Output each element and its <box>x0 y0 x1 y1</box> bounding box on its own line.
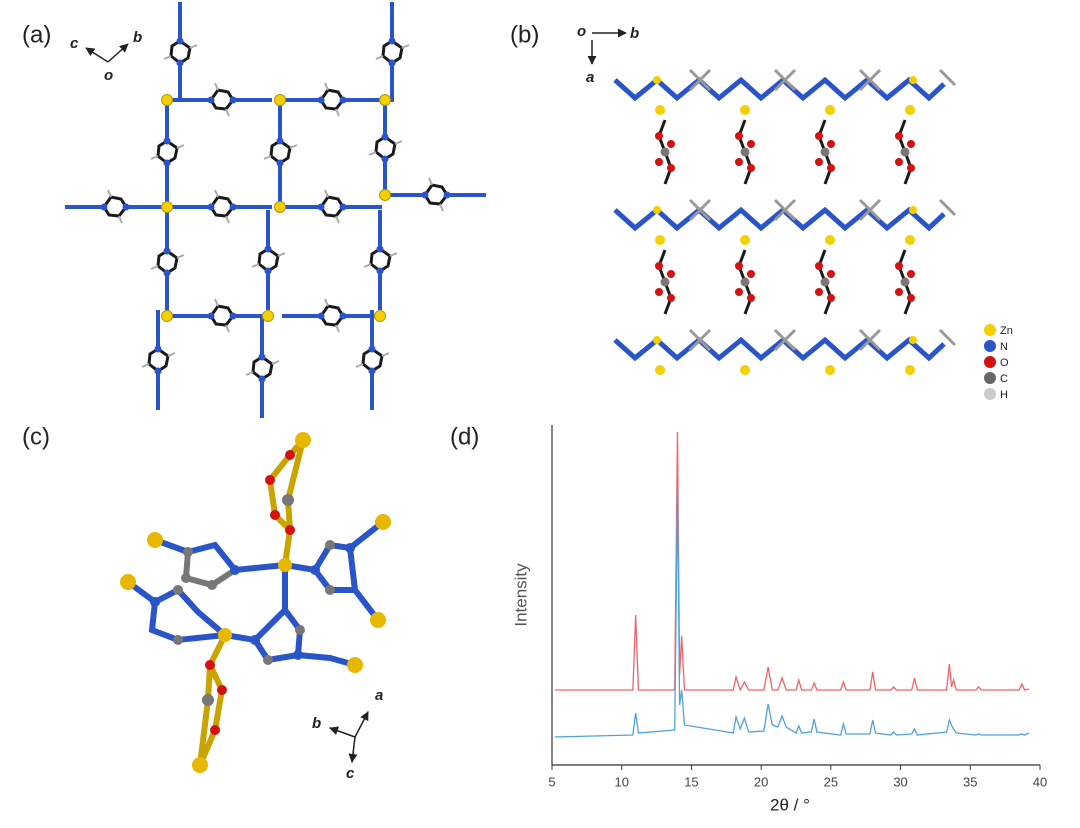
legend-label: H <box>1000 389 1008 401</box>
axis-label: c <box>70 35 79 52</box>
axis-label: a <box>586 69 594 86</box>
panel-label: (b) <box>510 21 539 48</box>
x-tick-label: 5 <box>548 774 555 789</box>
legend-label: Zn <box>1000 325 1013 337</box>
axis-label: o <box>104 67 113 84</box>
axis-label: b <box>630 25 639 42</box>
x-tick-label: 15 <box>684 774 698 789</box>
x-tick-label: 10 <box>614 774 628 789</box>
axis-label: o <box>577 23 586 40</box>
y-axis-label: Intensity <box>511 563 530 627</box>
x-tick-label: 25 <box>824 774 838 789</box>
x-tick-label: 20 <box>754 774 768 789</box>
panel-label: (a) <box>22 21 51 48</box>
axis-label: b <box>133 29 142 46</box>
structure-a: c b o <box>63 2 488 418</box>
legend-label: O <box>1000 357 1009 369</box>
panel-label: (c) <box>22 423 50 450</box>
x-tick-label: 30 <box>893 774 907 789</box>
xrd-chart: 2θ / ° Intensity <box>511 425 1040 814</box>
legend-label: C <box>1000 373 1008 385</box>
panel-label: (d) <box>450 423 479 450</box>
axis-label: a <box>375 687 383 704</box>
data-line <box>554 431 1030 692</box>
x-tick-label: 40 <box>1033 774 1047 789</box>
legend-label: N <box>1000 341 1008 353</box>
structure-b: o b a Zn N O C H <box>577 23 1013 401</box>
x-axis-label: 2θ / ° <box>770 795 810 814</box>
axis-label: b <box>312 715 321 732</box>
data-line <box>554 487 1030 738</box>
structure-c: a b c <box>120 432 391 782</box>
axis-label: c <box>346 765 355 782</box>
x-tick-label: 35 <box>963 774 977 789</box>
